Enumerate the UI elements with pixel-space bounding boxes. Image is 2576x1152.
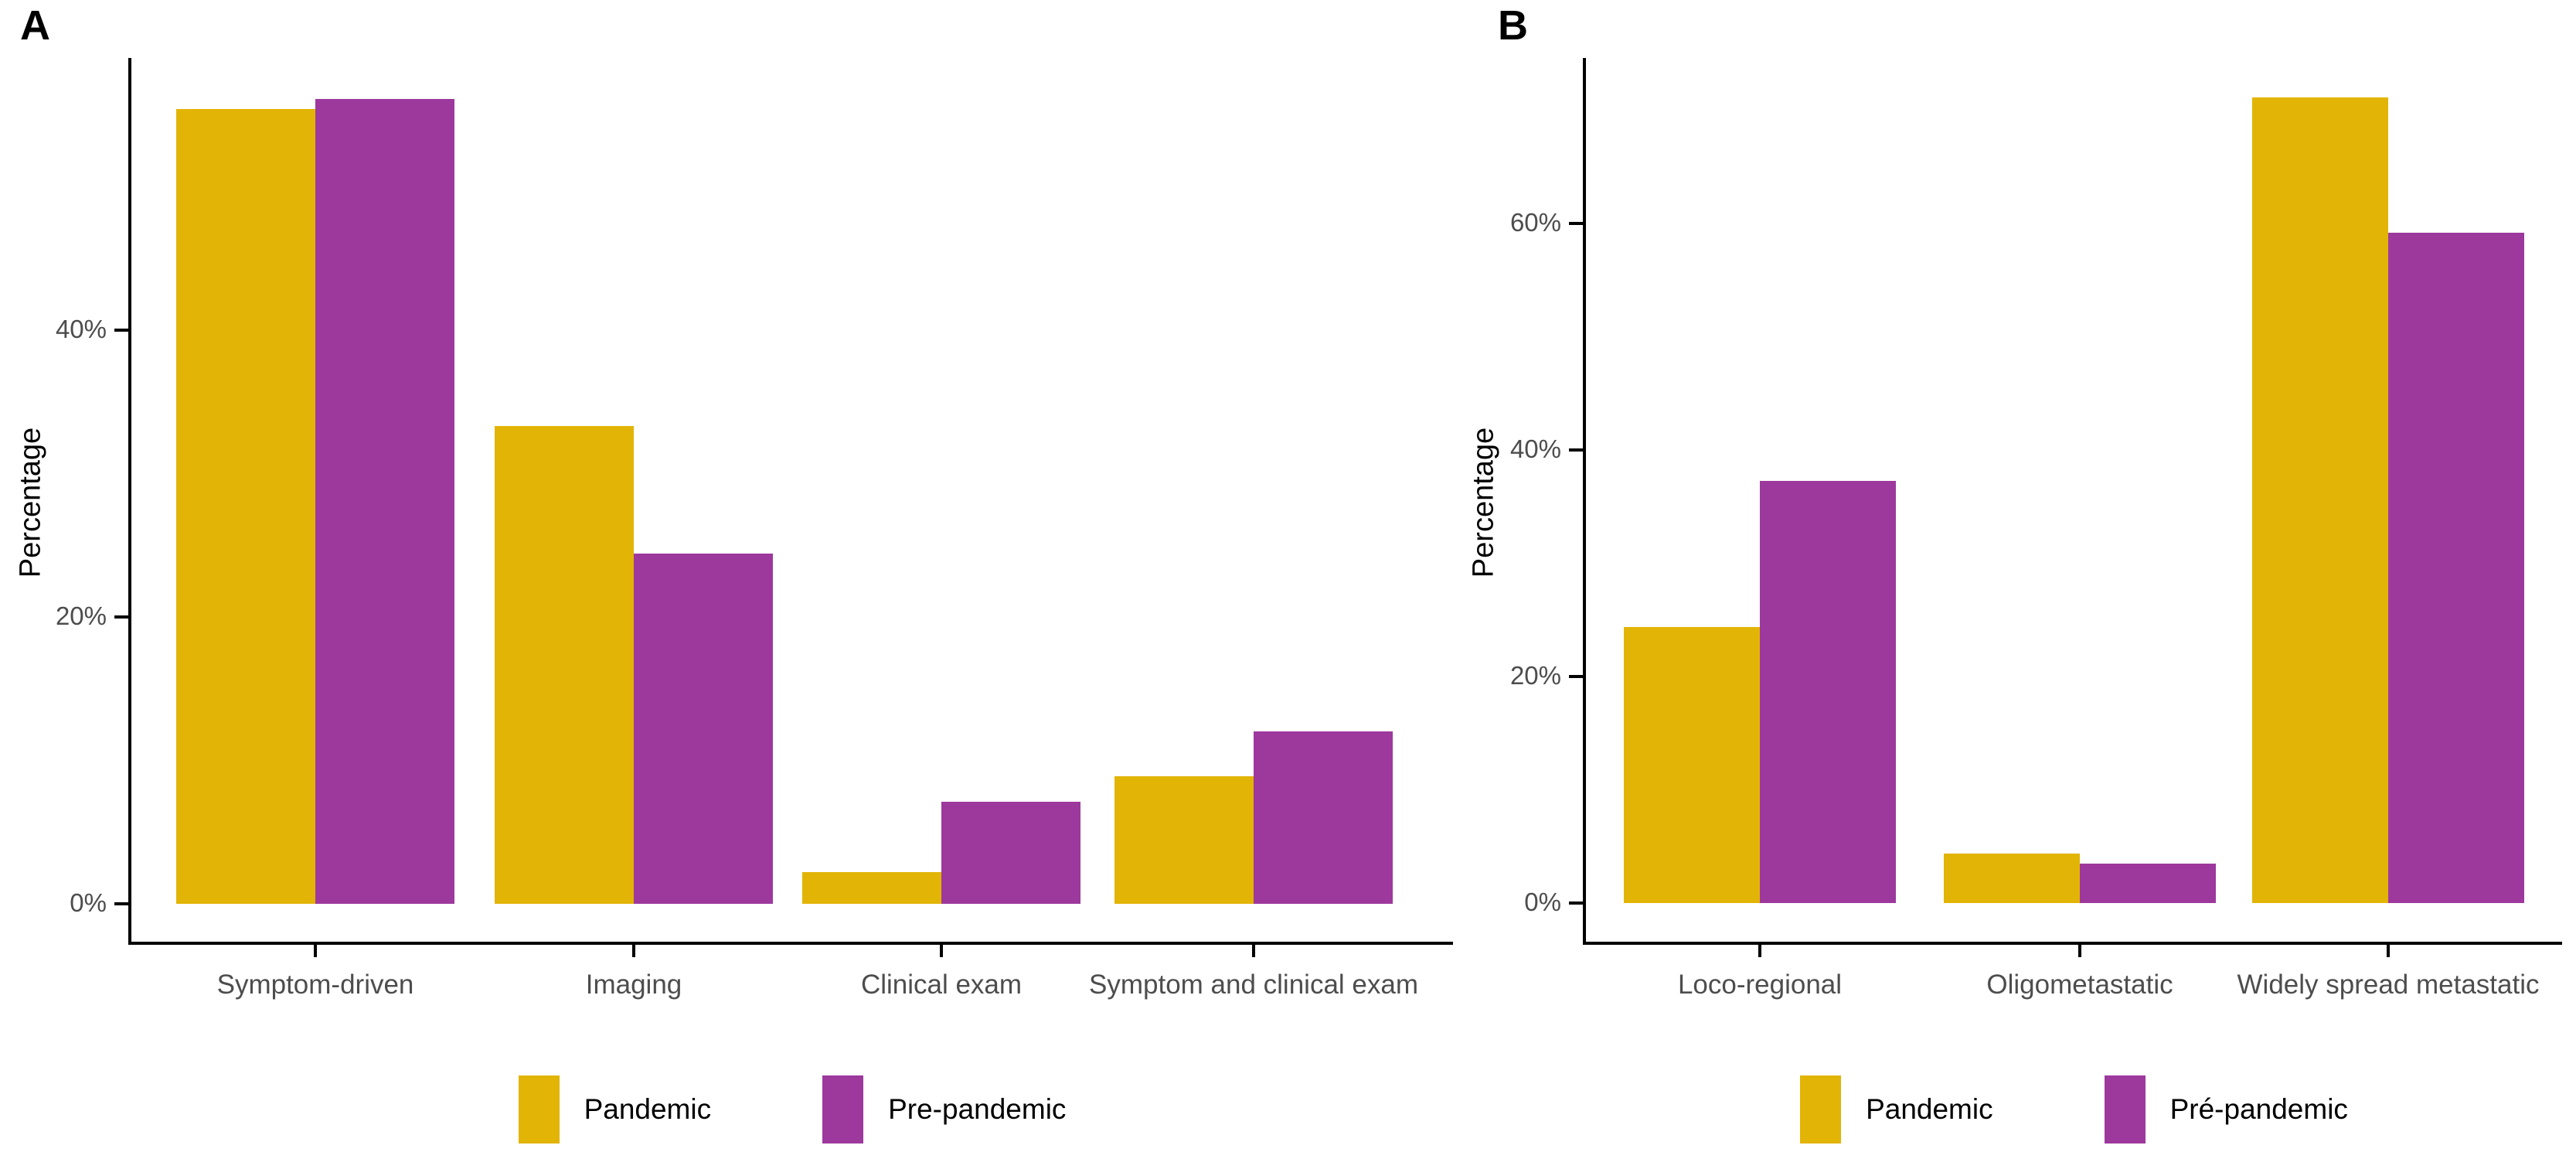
bar-pandemic	[2252, 97, 2388, 903]
y-axis-line	[1583, 58, 1586, 945]
y-tick-label: 20%	[55, 602, 107, 631]
legend-label: Pré-pandemic	[2169, 1093, 2348, 1125]
y-tick-mark	[1569, 448, 1583, 452]
x-tick-mark	[1252, 945, 1255, 957]
legend-item: Pandemic	[1800, 1075, 1993, 1143]
bar-pre-pandemic	[1254, 731, 1393, 904]
legend: Pandemic Pré-pandemic	[1586, 1071, 2562, 1148]
legend-item: Pandemic	[518, 1075, 712, 1143]
legend-item: Pre-pandemic	[822, 1075, 1066, 1143]
x-tick-mark	[632, 945, 635, 957]
legend-label: Pandemic	[1866, 1093, 1993, 1125]
x-category-label: Loco-regional	[1677, 970, 1843, 1000]
x-category-label: Oligometastatic	[1986, 970, 2173, 1000]
bar-pandemic	[1624, 626, 1760, 903]
bar-pandemic	[495, 426, 634, 904]
y-tick-label: 40%	[1509, 435, 1561, 464]
x-tick-mark	[1758, 945, 1761, 957]
legend-swatch-pandemic	[1800, 1075, 1842, 1143]
y-tick-label: 0%	[70, 888, 107, 918]
y-tick-mark	[114, 615, 128, 619]
x-tick-mark	[2078, 945, 2081, 957]
y-tick-mark	[114, 902, 128, 905]
x-tick-mark	[314, 945, 317, 957]
bar-pre-pandemic	[941, 802, 1080, 904]
x-tick-mark	[940, 945, 943, 957]
bar-pr-pandemic	[2388, 232, 2524, 903]
bar-pre-pandemic	[634, 554, 773, 904]
legend-label: Pre-pandemic	[888, 1093, 1067, 1125]
y-tick-label: 40%	[55, 315, 107, 344]
y-tick-mark	[1569, 222, 1583, 225]
y-tick-label: 20%	[1509, 661, 1561, 690]
panel-a-tag: A	[20, 2, 50, 49]
x-category-label: Imaging	[585, 970, 682, 1000]
x-tick-mark	[2387, 945, 2390, 957]
legend-label: Pandemic	[584, 1093, 712, 1125]
legend-swatch-pandemic	[518, 1075, 560, 1143]
legend: Pandemic Pre-pandemic	[131, 1071, 1453, 1148]
y-tick-label: 0%	[1524, 888, 1561, 917]
y-tick-mark	[1569, 901, 1583, 905]
bar-pandemic	[176, 109, 315, 904]
bar-pr-pandemic	[2080, 863, 2216, 903]
legend-item: Pré-pandemic	[2104, 1075, 2348, 1143]
y-axis-line	[128, 58, 131, 945]
legend-swatch-pre-pandemic	[2104, 1075, 2146, 1143]
bar-pandemic	[1114, 775, 1254, 904]
y-tick-mark	[1569, 675, 1583, 678]
x-category-label: Widely spread metastatic	[2237, 970, 2540, 1000]
bar-pr-pandemic	[1760, 480, 1896, 903]
y-tick-mark	[114, 329, 128, 332]
y-tick-label: 60%	[1509, 208, 1561, 237]
bar-pandemic	[802, 872, 941, 904]
x-category-label: Symptom-driven	[216, 970, 414, 1000]
x-category-label: Symptom and clinical exam	[1089, 970, 1418, 1000]
x-axis-line	[128, 942, 1453, 945]
x-category-label: Clinical exam	[860, 970, 1023, 1000]
bar-pre-pandemic	[315, 99, 454, 904]
bar-pandemic	[1944, 853, 2080, 903]
legend-swatch-pre-pandemic	[822, 1075, 864, 1143]
panel-b-tag: B	[1498, 2, 1528, 49]
x-axis-line	[1583, 942, 2562, 945]
